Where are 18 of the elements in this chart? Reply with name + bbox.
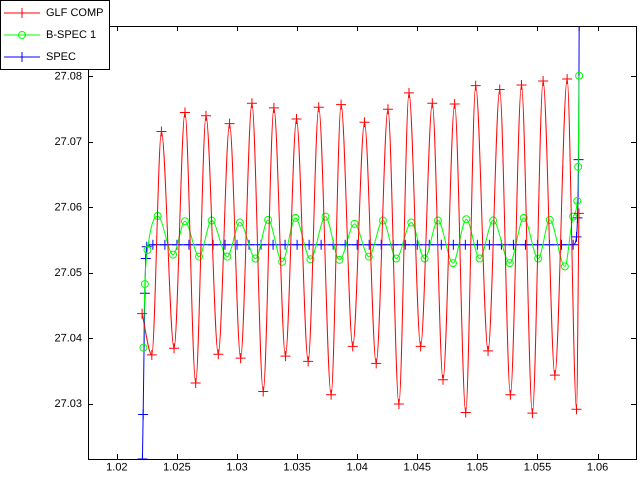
x-tick-label: 1.04 (346, 462, 368, 474)
x-tick-label: 1.045 (404, 462, 432, 474)
y-tick-label: 27.03 (54, 398, 82, 410)
x-tick-label: 1.03 (226, 462, 248, 474)
y-tick-label: 27.07 (54, 136, 82, 148)
x-tick-label: 1.05 (466, 462, 488, 474)
y-tick-label: 27.05 (54, 266, 82, 279)
y-tick-label: 27.08 (54, 70, 82, 82)
y-tick-label: 27.04 (54, 332, 82, 344)
x-tick-label: 1.055 (524, 462, 552, 474)
legend-label: B-SPEC 1 (46, 29, 96, 41)
x-tick-label: 1.035 (283, 462, 311, 474)
x-tick-label: 1.06 (586, 462, 608, 474)
legend-label: SPEC (46, 51, 76, 63)
x-tick-label: 1.025 (163, 462, 191, 474)
legend-label: GLF COMP (46, 7, 104, 19)
x-tick-label: 1.02 (106, 462, 128, 474)
y-tick-label: 27.06 (54, 201, 82, 214)
